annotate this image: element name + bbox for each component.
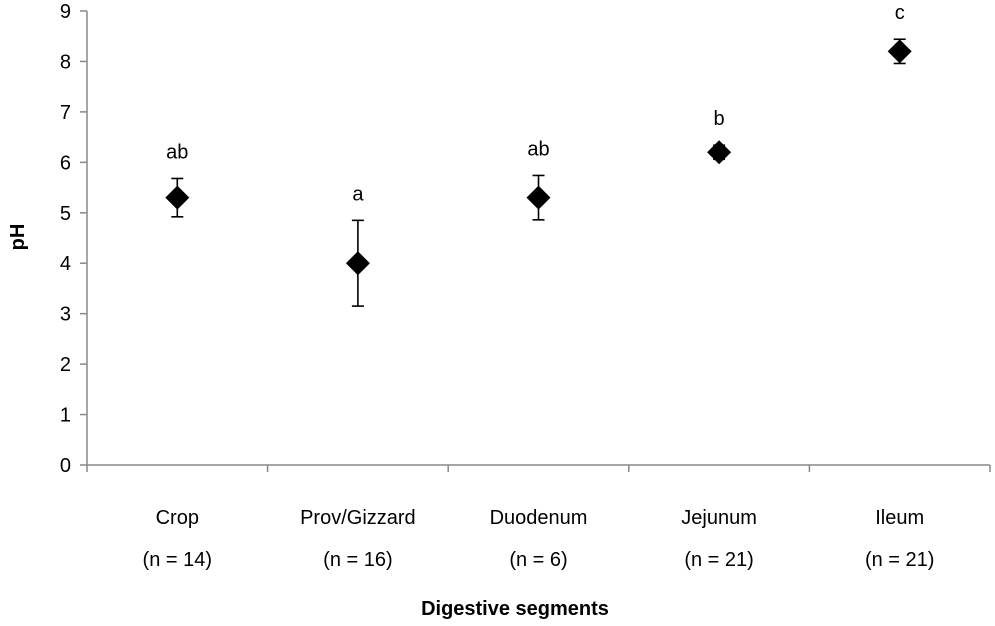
y-tick-label: 2 [60, 354, 71, 376]
y-tick-label: 6 [60, 152, 71, 174]
category-n-label: (n = 14) [143, 549, 212, 571]
data-points [165, 38, 912, 307]
data-point-diamond [707, 140, 732, 165]
y-tick-label: 4 [60, 253, 71, 275]
category-name-label: Jejunum [681, 507, 757, 529]
category-n-label: (n = 21) [865, 549, 934, 571]
significance-letter: ab [166, 141, 188, 163]
y-axis-ticks: 0 1 2 3 4 5 6 7 8 9 [60, 1, 87, 477]
significance-letter: a [352, 183, 364, 205]
y-tick-label: 8 [60, 51, 71, 73]
y-tick-label: 5 [60, 203, 71, 225]
category-n-label: (n = 6) [509, 549, 567, 571]
category-n-label: (n = 21) [684, 549, 753, 571]
significance-letter: ab [527, 138, 549, 160]
significance-letter: b [714, 108, 725, 130]
category-name-label: Prov/Gizzard [300, 507, 416, 529]
x-axis-title: Digestive segments [421, 598, 609, 620]
axes [86, 11, 990, 466]
data-point-diamond [165, 185, 190, 210]
category-n-label: (n = 16) [323, 549, 392, 571]
y-tick-label: 1 [60, 405, 71, 427]
data-point-diamond [526, 185, 551, 210]
y-tick-label: 7 [60, 102, 71, 124]
y-axis-title: pH [7, 224, 29, 251]
significance-letter: c [895, 2, 905, 24]
y-tick-label: 3 [60, 304, 71, 326]
y-tick-label: 9 [60, 1, 71, 23]
data-point-diamond [345, 251, 370, 276]
category-name-label: Crop [156, 507, 199, 529]
category-labels: ab Crop (n = 14) a Prov/Gizzard (n = 16) ab Duo… [143, 2, 935, 571]
category-name-label: Duodenum [490, 507, 588, 529]
data-point-diamond [887, 39, 912, 64]
y-tick-label: 0 [60, 455, 71, 477]
x-axis-ticks [86, 465, 991, 472]
category-name-label: Ileum [875, 507, 924, 529]
